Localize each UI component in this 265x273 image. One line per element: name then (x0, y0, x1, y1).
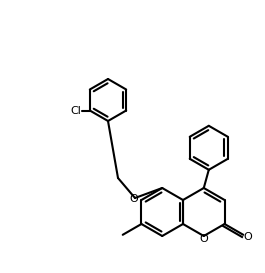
Text: Cl: Cl (70, 105, 81, 115)
Text: O: O (243, 232, 252, 242)
Text: O: O (130, 194, 138, 204)
Text: O: O (199, 234, 208, 244)
